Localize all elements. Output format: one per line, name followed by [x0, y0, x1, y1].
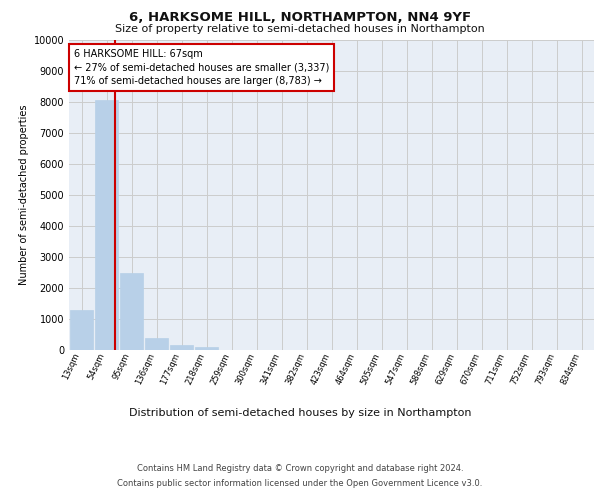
Text: Contains HM Land Registry data © Crown copyright and database right 2024.: Contains HM Land Registry data © Crown c…: [137, 464, 463, 473]
Bar: [95, 100, 118, 350]
Bar: [195, 347, 218, 350]
Text: Distribution of semi-detached houses by size in Northampton: Distribution of semi-detached houses by …: [129, 408, 471, 418]
Bar: [120, 272, 143, 350]
Text: Contains public sector information licensed under the Open Government Licence v3: Contains public sector information licen…: [118, 478, 482, 488]
Text: 6, HARKSOME HILL, NORTHAMPTON, NN4 9YF: 6, HARKSOME HILL, NORTHAMPTON, NN4 9YF: [129, 11, 471, 24]
Bar: [170, 346, 193, 350]
Bar: [70, 310, 93, 350]
Y-axis label: Number of semi-detached properties: Number of semi-detached properties: [19, 105, 29, 285]
Text: 6 HARKSOME HILL: 67sqm
← 27% of semi-detached houses are smaller (3,337)
71% of : 6 HARKSOME HILL: 67sqm ← 27% of semi-det…: [74, 50, 329, 86]
Text: Size of property relative to semi-detached houses in Northampton: Size of property relative to semi-detach…: [115, 24, 485, 34]
Bar: [145, 338, 168, 350]
